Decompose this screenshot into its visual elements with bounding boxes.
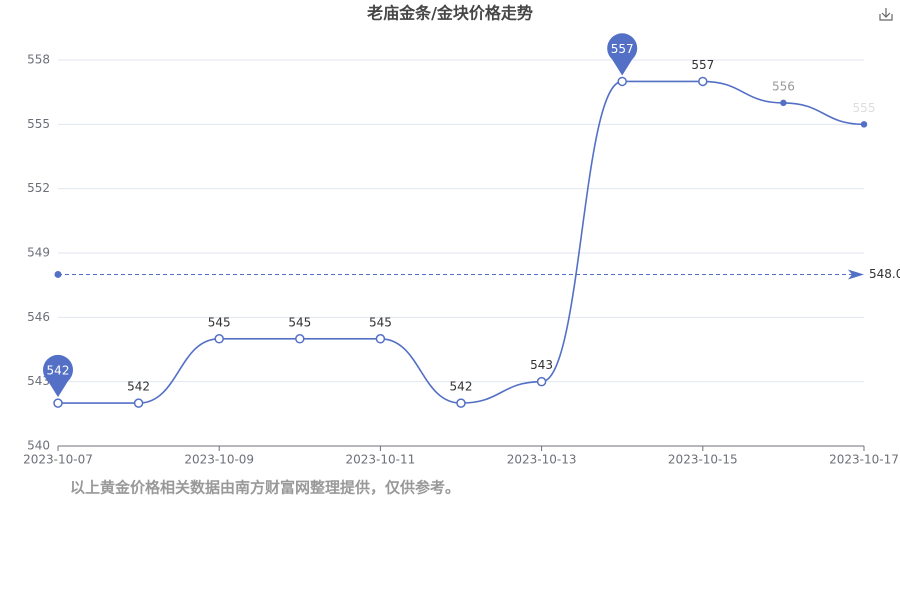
x-tick-label: 2023-10-15 — [668, 453, 738, 467]
data-label: 543 — [530, 358, 553, 372]
series-line — [57, 80, 865, 404]
download-icon[interactable] — [879, 8, 893, 21]
pin-label: 542 — [47, 364, 70, 378]
data-point — [214, 334, 224, 344]
data-label: 556 — [772, 79, 795, 93]
pin-marker — [43, 354, 73, 398]
data-point — [375, 334, 386, 344]
data-point — [536, 376, 547, 387]
average-start — [54, 270, 62, 278]
y-tick-label: 546 — [27, 310, 50, 324]
data-point — [860, 121, 868, 128]
data-point — [133, 398, 144, 408]
x-tick-label: 2023-10-13 — [507, 453, 577, 467]
note: 以上黄金价格相关数据由南方财富网整理提供，仅供参考。 — [70, 479, 460, 497]
y-tick-label: 555 — [27, 117, 50, 131]
data-label: 545 — [288, 315, 311, 329]
y-tick-label: 540 — [27, 439, 50, 453]
average-arrow — [848, 269, 864, 280]
y-tick-label: 543 — [27, 374, 50, 388]
data-point — [295, 334, 305, 344]
chart-title: 老庙金条/金块价格走势 — [366, 4, 533, 23]
data-point — [617, 76, 627, 87]
data-point — [456, 398, 466, 408]
x-tick-label: 2023-10-09 — [184, 453, 254, 467]
data-label: 557 — [691, 58, 714, 72]
pin-label: 557 — [611, 42, 634, 56]
y-tick-label: 558 — [27, 53, 50, 67]
y-tick-label: 552 — [27, 181, 50, 195]
data-point — [780, 99, 787, 107]
data-label: 555 — [853, 101, 876, 115]
data-label: 545 — [369, 315, 392, 329]
x-tick-label: 2023-10-11 — [346, 453, 416, 467]
pin-marker — [607, 33, 638, 76]
data-label: 542 — [450, 380, 473, 394]
data-label: 542 — [127, 380, 150, 394]
data-label: 545 — [208, 315, 231, 329]
data-point — [698, 76, 708, 87]
x-tick-label: 2023-10-07 — [23, 453, 93, 467]
download-glyph[interactable] — [879, 8, 893, 21]
x-tick-label: 2023-10-17 — [829, 453, 899, 467]
y-tick-label: 549 — [27, 246, 50, 260]
average-label: 548.0 — [869, 267, 900, 281]
data-point — [53, 398, 63, 408]
